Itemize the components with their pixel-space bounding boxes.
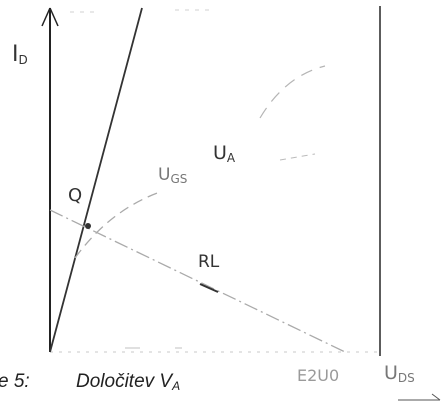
ua-dash — [279, 153, 316, 161]
ua-curve — [259, 65, 326, 119]
e-value-label: E2U0 — [297, 366, 340, 385]
ugs-curve — [74, 191, 161, 259]
figure-caption-prefix: e 5: — [0, 371, 30, 392]
uds-label: UDS — [384, 362, 415, 385]
load-line-dark-segment — [199, 283, 219, 293]
ua-label: UA — [213, 142, 236, 165]
id-axis-label: ID — [12, 42, 28, 67]
q-label: Q — [68, 185, 83, 206]
id-axis-arrow-right — [49, 7, 59, 27]
id-axis-arrow-left — [41, 7, 51, 27]
rl-label: RL — [198, 252, 220, 272]
ugs-label: UGS — [158, 165, 188, 186]
uds-arrow-head — [431, 393, 441, 401]
load-line — [49, 209, 346, 353]
steep-line — [49, 7, 143, 353]
figure-caption: Določitev VA — [76, 371, 181, 393]
q-point — [85, 223, 91, 229]
